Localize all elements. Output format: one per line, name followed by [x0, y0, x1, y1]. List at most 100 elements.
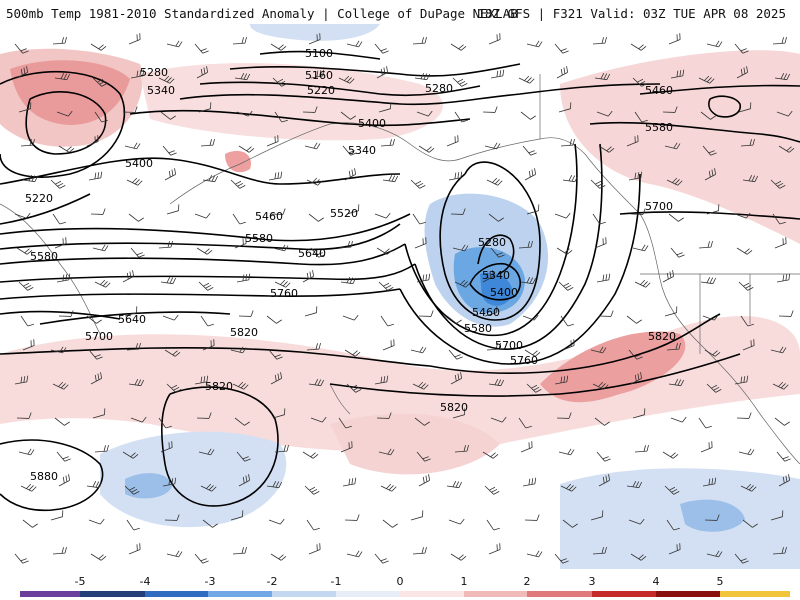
trough-5760 — [399, 173, 641, 365]
trough-inner-5340 — [469, 262, 521, 301]
valid-time-title: 18Z GFS | F321 Valid: 03Z TUE APR 08 202… — [477, 6, 786, 21]
wind-barb — [272, 244, 289, 252]
wind-barb — [14, 212, 31, 219]
wind-barb — [736, 247, 753, 255]
wind-barb — [86, 315, 102, 324]
wind-barb — [234, 417, 250, 426]
wind-barb — [446, 480, 463, 489]
contour-label: 5820 — [205, 380, 233, 393]
wind-barb — [666, 342, 681, 351]
wind-barbs — [14, 33, 795, 564]
trough-5280 — [477, 234, 515, 275]
wind-barb — [770, 179, 786, 189]
wind-barb — [380, 315, 394, 327]
contour-label: 5340 — [147, 84, 175, 97]
wind-barb — [702, 477, 717, 487]
wind-barb — [274, 111, 288, 123]
wind-barb — [88, 171, 103, 181]
legend-tick-label: 5 — [716, 575, 724, 588]
title-bar: 500mb Temp 1981-2010 Standardized Anomal… — [0, 0, 800, 24]
wind-barb — [664, 306, 678, 317]
wind-barb — [92, 77, 108, 87]
wind-barb — [200, 138, 215, 147]
contour-label: 5220 — [25, 192, 53, 205]
wind-barb — [410, 346, 427, 354]
anomaly-legend: -5 -4 -3 -2 -1 0 1 2 3 4 5 — [0, 572, 800, 600]
colorbar-segment — [592, 591, 656, 597]
wind-barb — [738, 281, 754, 291]
wind-barb — [342, 314, 359, 321]
wind-barb — [166, 383, 182, 393]
wind-barb — [346, 550, 363, 558]
wind-barb — [484, 306, 498, 317]
wind-barb — [236, 273, 251, 283]
contour-5400-north — [0, 157, 401, 185]
wind-barb — [306, 177, 323, 186]
wind-barb — [450, 372, 462, 385]
wind-barb — [734, 553, 749, 564]
wind-barb — [740, 315, 754, 327]
contour-5340-north — [129, 109, 471, 127]
wind-barb — [518, 240, 533, 249]
contour-label: 5820 — [440, 401, 468, 414]
wind-barb — [202, 174, 219, 183]
wind-barb — [304, 485, 320, 495]
wind-barb — [92, 408, 106, 419]
wind-barb — [776, 273, 791, 283]
wind-barb — [346, 40, 363, 48]
wind-barb — [526, 550, 543, 558]
wind-barb — [592, 381, 609, 390]
wind-barb — [524, 349, 541, 357]
wind-barb — [54, 237, 67, 249]
wind-barb — [590, 510, 604, 521]
wind-barb — [308, 33, 321, 45]
wind-barb — [626, 135, 639, 147]
wind-barb — [340, 111, 356, 120]
wind-barb — [164, 168, 176, 181]
subtropical-high — [160, 386, 279, 507]
wind-barb — [268, 171, 283, 181]
wind-barb — [382, 339, 395, 351]
wind-barb — [230, 179, 246, 189]
wind-barb — [166, 550, 183, 558]
wind-barb — [702, 314, 719, 321]
wind-barb — [598, 474, 610, 487]
contour-5220-west — [0, 193, 91, 225]
wind-barb — [308, 213, 324, 222]
wind-barb — [272, 408, 286, 419]
contour-label: 5640 — [118, 313, 146, 326]
contour-label: 5700 — [495, 339, 523, 352]
contour-label: 5340 — [482, 269, 510, 282]
wind-barb — [488, 213, 504, 222]
wind-barb — [450, 43, 467, 51]
contour-label: 5460 — [645, 84, 673, 97]
wind-barb — [90, 553, 107, 561]
wind-barb — [236, 110, 253, 117]
contour-label: 5400 — [358, 117, 386, 130]
wind-barb — [90, 208, 106, 215]
wind-barb — [376, 412, 392, 419]
wind-barb — [558, 102, 572, 113]
wind-barb — [194, 553, 209, 564]
wind-barb — [634, 444, 649, 453]
wind-barb — [90, 372, 102, 385]
wind-barb — [198, 448, 215, 456]
wind-barb — [122, 106, 138, 113]
contour-5160 — [229, 63, 521, 77]
wind-barb — [270, 208, 286, 215]
wind-barb — [50, 179, 66, 189]
contour-5820 — [0, 347, 431, 367]
wind-barb — [562, 339, 575, 351]
wind-barb — [598, 310, 614, 317]
wind-barb — [454, 279, 471, 288]
legend-tick-label: 4 — [652, 575, 660, 588]
wind-barb — [448, 518, 465, 525]
wind-barb — [198, 281, 214, 291]
wind-barb — [490, 416, 507, 423]
wind-barb — [92, 244, 109, 252]
warm-anomaly-southwest-coast — [540, 331, 686, 403]
wind-barb — [274, 444, 289, 453]
wind-barb — [742, 174, 759, 183]
wind-barb — [774, 417, 790, 426]
wind-barb — [452, 77, 468, 87]
